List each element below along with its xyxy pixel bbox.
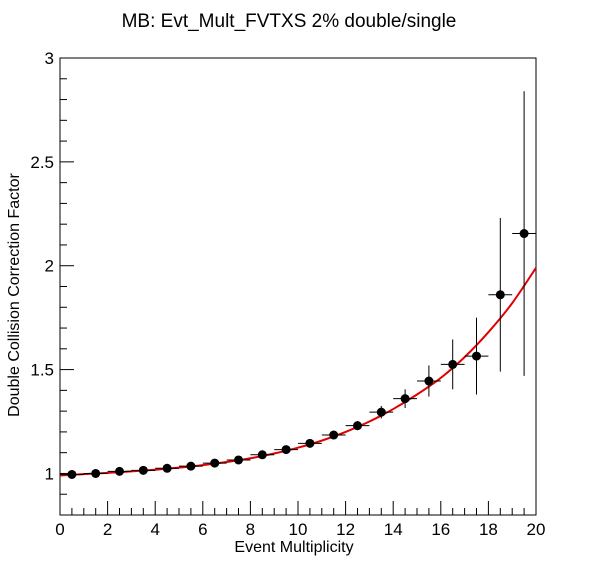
data-point-group: [440, 339, 465, 390]
data-point-group: [155, 463, 179, 473]
data-point-marker: [210, 458, 220, 468]
x-tick-label: 2: [103, 520, 112, 539]
data-point-marker: [138, 465, 148, 475]
data-point-group: [512, 91, 536, 376]
x-tick-label: 10: [289, 520, 308, 539]
data-point-group: [488, 217, 513, 372]
x-tick-label: 8: [246, 520, 255, 539]
y-axis: 1 1.5 2 2.5 3: [30, 49, 74, 495]
data-point-group: [226, 455, 251, 465]
data-point-marker: [424, 376, 434, 386]
x-axis-title: Event Multiplicity: [234, 539, 353, 556]
data-point-marker: [495, 290, 505, 300]
x-tick-label: 4: [150, 520, 159, 539]
data-point-marker: [329, 430, 339, 440]
data-point-marker: [186, 461, 196, 471]
data-point-marker: [257, 450, 267, 460]
data-point-marker: [353, 421, 362, 431]
data-point-marker: [234, 455, 243, 465]
y-tick-label: 1.5: [30, 361, 54, 380]
x-tick-label: 0: [55, 520, 64, 539]
data-point-marker: [472, 351, 481, 361]
data-point-group: [417, 365, 441, 397]
data-point-group: [202, 458, 227, 468]
x-tick-label: 14: [384, 520, 403, 539]
y-axis-title: Double Collision Correction Factor: [6, 173, 23, 417]
x-tick-label: 18: [479, 520, 498, 539]
data-point-group: [83, 468, 108, 478]
fit-curve-line: [59, 267, 537, 477]
data-point-group: [321, 430, 346, 440]
data-point-marker: [115, 466, 124, 476]
y-tick-label: 2.5: [30, 153, 54, 172]
data-point-group: [369, 405, 394, 419]
data-point-marker: [376, 407, 386, 417]
x-tick-label: 12: [336, 520, 355, 539]
plot-frame: [59, 57, 537, 516]
x-tick-label: 16: [431, 520, 450, 539]
data-point-group: [131, 465, 156, 475]
chart-title: MB: Evt_Mult_FVTXS 2% double/single: [122, 11, 457, 32]
data-point-marker: [400, 394, 410, 404]
data-point-group: [60, 469, 84, 479]
data-point-group: [464, 317, 489, 395]
x-tick-label: 20: [527, 520, 546, 539]
fit-curve-layer: [59, 267, 537, 477]
data-point-marker: [305, 438, 315, 448]
data-point-marker: [67, 469, 77, 479]
data-point-group: [107, 466, 132, 476]
y-tick-label: 3: [45, 49, 54, 68]
data-point-group: [393, 389, 417, 409]
x-tick-label: 6: [198, 520, 207, 539]
x-axis: 0 2 4 6 8 10 12 14 16 18 20: [55, 501, 545, 539]
data-point-group: [179, 461, 203, 471]
data-point-group: [345, 421, 370, 431]
y-tick-label: 2: [45, 257, 54, 276]
data-point-marker: [519, 229, 529, 239]
data-point-group: [274, 445, 298, 455]
data-point-marker: [91, 468, 101, 478]
y-tick-label: 1: [45, 464, 54, 483]
data-point-marker: [281, 445, 291, 455]
data-point-marker: [448, 359, 458, 369]
data-point-marker: [162, 463, 172, 473]
data-point-group: [250, 450, 275, 460]
data-point-group: [298, 438, 322, 448]
data-points-layer: [60, 91, 536, 479]
